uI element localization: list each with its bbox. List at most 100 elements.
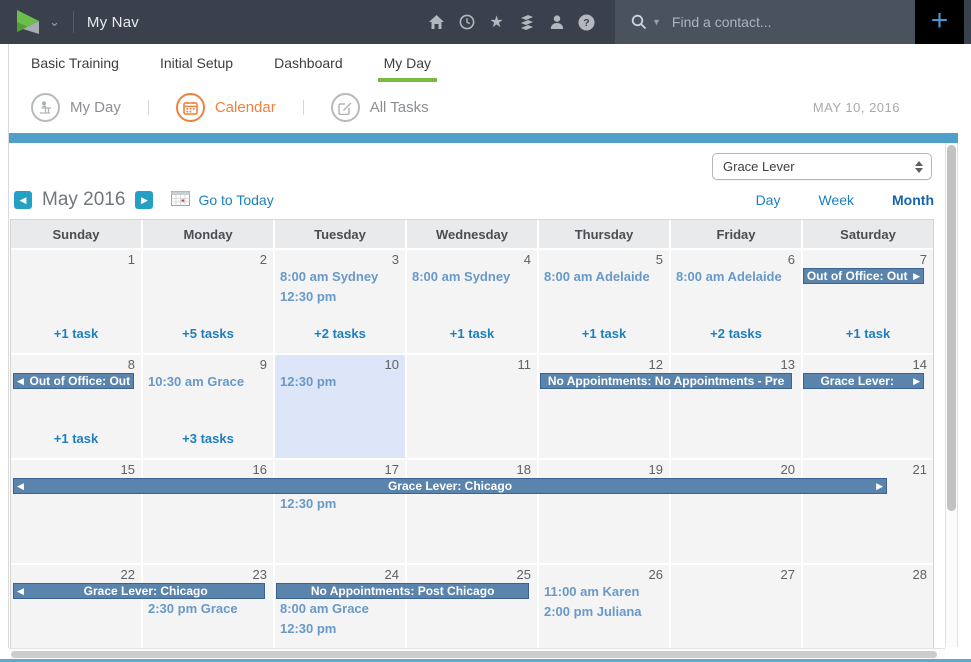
event-banner[interactable]: Grace Lever: ▶ [803,373,924,389]
day-cell-9[interactable]: 9 10:30 am Grace +3 tasks [143,355,273,458]
tasks-link[interactable]: +1 task [845,326,891,341]
prev-month-button[interactable]: ◀ [14,191,32,209]
day-number: 21 [912,462,927,477]
day-cell-23[interactable]: 23 2:30 pm Grace [143,565,273,648]
vertical-scrollbar-thumb[interactable] [947,145,956,511]
banner-right-arrow-icon: ▶ [913,376,920,386]
day-cell-8[interactable]: 8 +1 task [11,355,141,458]
search-input[interactable] [671,14,872,30]
go-to-today-link[interactable]: Go to Today [198,192,274,208]
day-cell-22[interactable]: 22 [11,565,141,648]
day-number: 24 [384,567,399,582]
select-stepper-icon [915,160,923,173]
event-item[interactable]: 12:30 pm [280,621,337,636]
day-cell-15[interactable]: 15 [11,460,141,563]
add-button[interactable]: + [915,0,964,44]
tasks-link[interactable]: +5 tasks [182,326,234,341]
event-item[interactable]: 12:30 pm [280,496,337,511]
day-cell-10[interactable]: 10 12:30 pm [275,355,405,458]
tasks-link[interactable]: +1 task [581,326,627,341]
contacts-icon[interactable] [548,14,565,31]
calendar-toolbar: ◀ May 2016 ▶ Go to Today Day Week Month [10,189,934,211]
nav-icon-group: ★ ? [428,14,595,31]
week-row-3: 15 16 17 12:30 pm 18 19 20 21 ◀ Grace Lever: Chic… [11,460,933,563]
subnav-all-tasks[interactable]: All Tasks [330,93,429,122]
event-item[interactable]: 8:00 am Adelaide [544,269,650,284]
event-banner[interactable]: ◀ Grace Lever: Chicago ▶ [13,478,887,494]
event-item[interactable]: 8:00 am Sydney [280,269,379,284]
day-cell-27[interactable]: 27 [671,565,801,648]
subnav-calendar[interactable]: Calendar [175,93,276,122]
day-cell-25[interactable]: 25 [407,565,537,648]
day-cell-16[interactable]: 16 [143,460,273,563]
vertical-scrollbar[interactable] [945,143,958,647]
day-cell-4[interactable]: 4 8:00 am Sydney +1 task [407,250,537,353]
tab-initial-setup[interactable]: Initial Setup [159,55,234,71]
event-item[interactable]: 8:00 am Grace [280,601,369,616]
tab-basic-training[interactable]: Basic Training [31,55,119,71]
tasks-link[interactable]: +2 tasks [314,326,366,341]
day-cell-11[interactable]: 11 [407,355,537,458]
tasks-link[interactable]: +1 task [53,326,99,341]
tasks-link[interactable]: +3 tasks [182,431,234,446]
event-item[interactable]: 12:30 pm [280,374,337,389]
view-week[interactable]: Week [818,192,855,208]
next-month-button[interactable]: ▶ [135,191,154,209]
search-dropdown-caret-icon[interactable]: ▼ [652,17,661,27]
tasks-link[interactable]: +1 task [449,326,495,341]
subnav-my-day[interactable]: My Day [31,93,121,122]
day-number: 22 [120,567,135,582]
event-item[interactable]: 10:30 am Grace [148,374,245,389]
event-item[interactable]: 11:00 am Karen [544,584,640,599]
view-day[interactable]: Day [755,192,781,208]
day-cell-13[interactable]: 13 [671,355,801,458]
horizontal-scrollbar-thumb[interactable] [11,651,937,658]
go-to-today-icon[interactable] [171,190,191,211]
banner-left-arrow-icon: ◀ [17,376,24,386]
event-item[interactable]: 8:00 am Sydney [412,269,511,284]
day-cell-24[interactable]: 24 8:00 am Grace 12:30 pm [275,565,405,648]
clock-icon[interactable] [458,14,475,31]
event-banner[interactable]: ◀ Out of Office: Out [13,373,134,389]
chevron-down-icon[interactable]: ⌄ [49,14,60,29]
view-month[interactable]: Month [892,192,934,208]
star-icon[interactable]: ★ [489,14,504,31]
day-cell-18[interactable]: 18 [407,460,537,563]
day-cell-2[interactable]: 2 +5 tasks [143,250,273,353]
event-item[interactable]: 2:00 pm Juliana [544,604,642,619]
event-banner[interactable]: Out of Office: Out ▶ [803,268,924,284]
event-item[interactable]: 2:30 pm Grace [148,601,238,616]
day-cell-17[interactable]: 17 12:30 pm [275,460,405,563]
day-cell-26[interactable]: 26 11:00 am Karen 2:00 pm Juliana [539,565,669,648]
banner-label: Grace Lever: Chicago [387,479,513,493]
day-cell-5[interactable]: 5 8:00 am Adelaide +1 task [539,250,669,353]
day-cell-12[interactable]: 12 [539,355,669,458]
day-cell-20[interactable]: 20 [671,460,801,563]
day-cell-14[interactable]: 14 [803,355,933,458]
tab-my-day[interactable]: My Day [377,44,438,82]
page-body: Basic Training Initial Setup Dashboard M… [8,44,958,648]
day-cell-6[interactable]: 6 8:00 am Adelaide +2 tasks [671,250,801,353]
event-item[interactable]: 8:00 am Adelaide [676,269,782,284]
horizontal-scrollbar[interactable] [9,648,945,659]
day-cell-7[interactable]: 7 +1 task [803,250,933,353]
home-icon[interactable] [428,14,445,31]
day-cell-3[interactable]: 3 8:00 am Sydney 12:30 pm +2 tasks [275,250,405,353]
event-banner[interactable]: ◀ Grace Lever: Chicago [13,583,266,599]
event-banner[interactable]: No Appointments: Post Chicago [276,583,529,599]
event-item[interactable]: 12:30 pm [280,289,337,304]
tab-dashboard[interactable]: Dashboard [274,55,343,71]
app-logo[interactable]: ⌄ [14,8,60,36]
owner-select[interactable]: Grace Lever [712,153,932,180]
day-cell-21[interactable]: 21 [803,460,933,563]
search-icon[interactable] [631,14,647,30]
reports-icon[interactable] [518,14,535,31]
day-cell-28[interactable]: 28 [803,565,933,648]
day-cell-1[interactable]: 1 +1 task [11,250,141,353]
help-icon[interactable]: ? [578,14,595,31]
tasks-link[interactable]: +2 tasks [710,326,762,341]
event-banner[interactable]: No Appointments: No Appointments - Pre [539,373,793,389]
tasks-link[interactable]: +1 task [53,431,99,446]
day-number: 8 [127,357,135,372]
day-cell-19[interactable]: 19 [539,460,669,563]
